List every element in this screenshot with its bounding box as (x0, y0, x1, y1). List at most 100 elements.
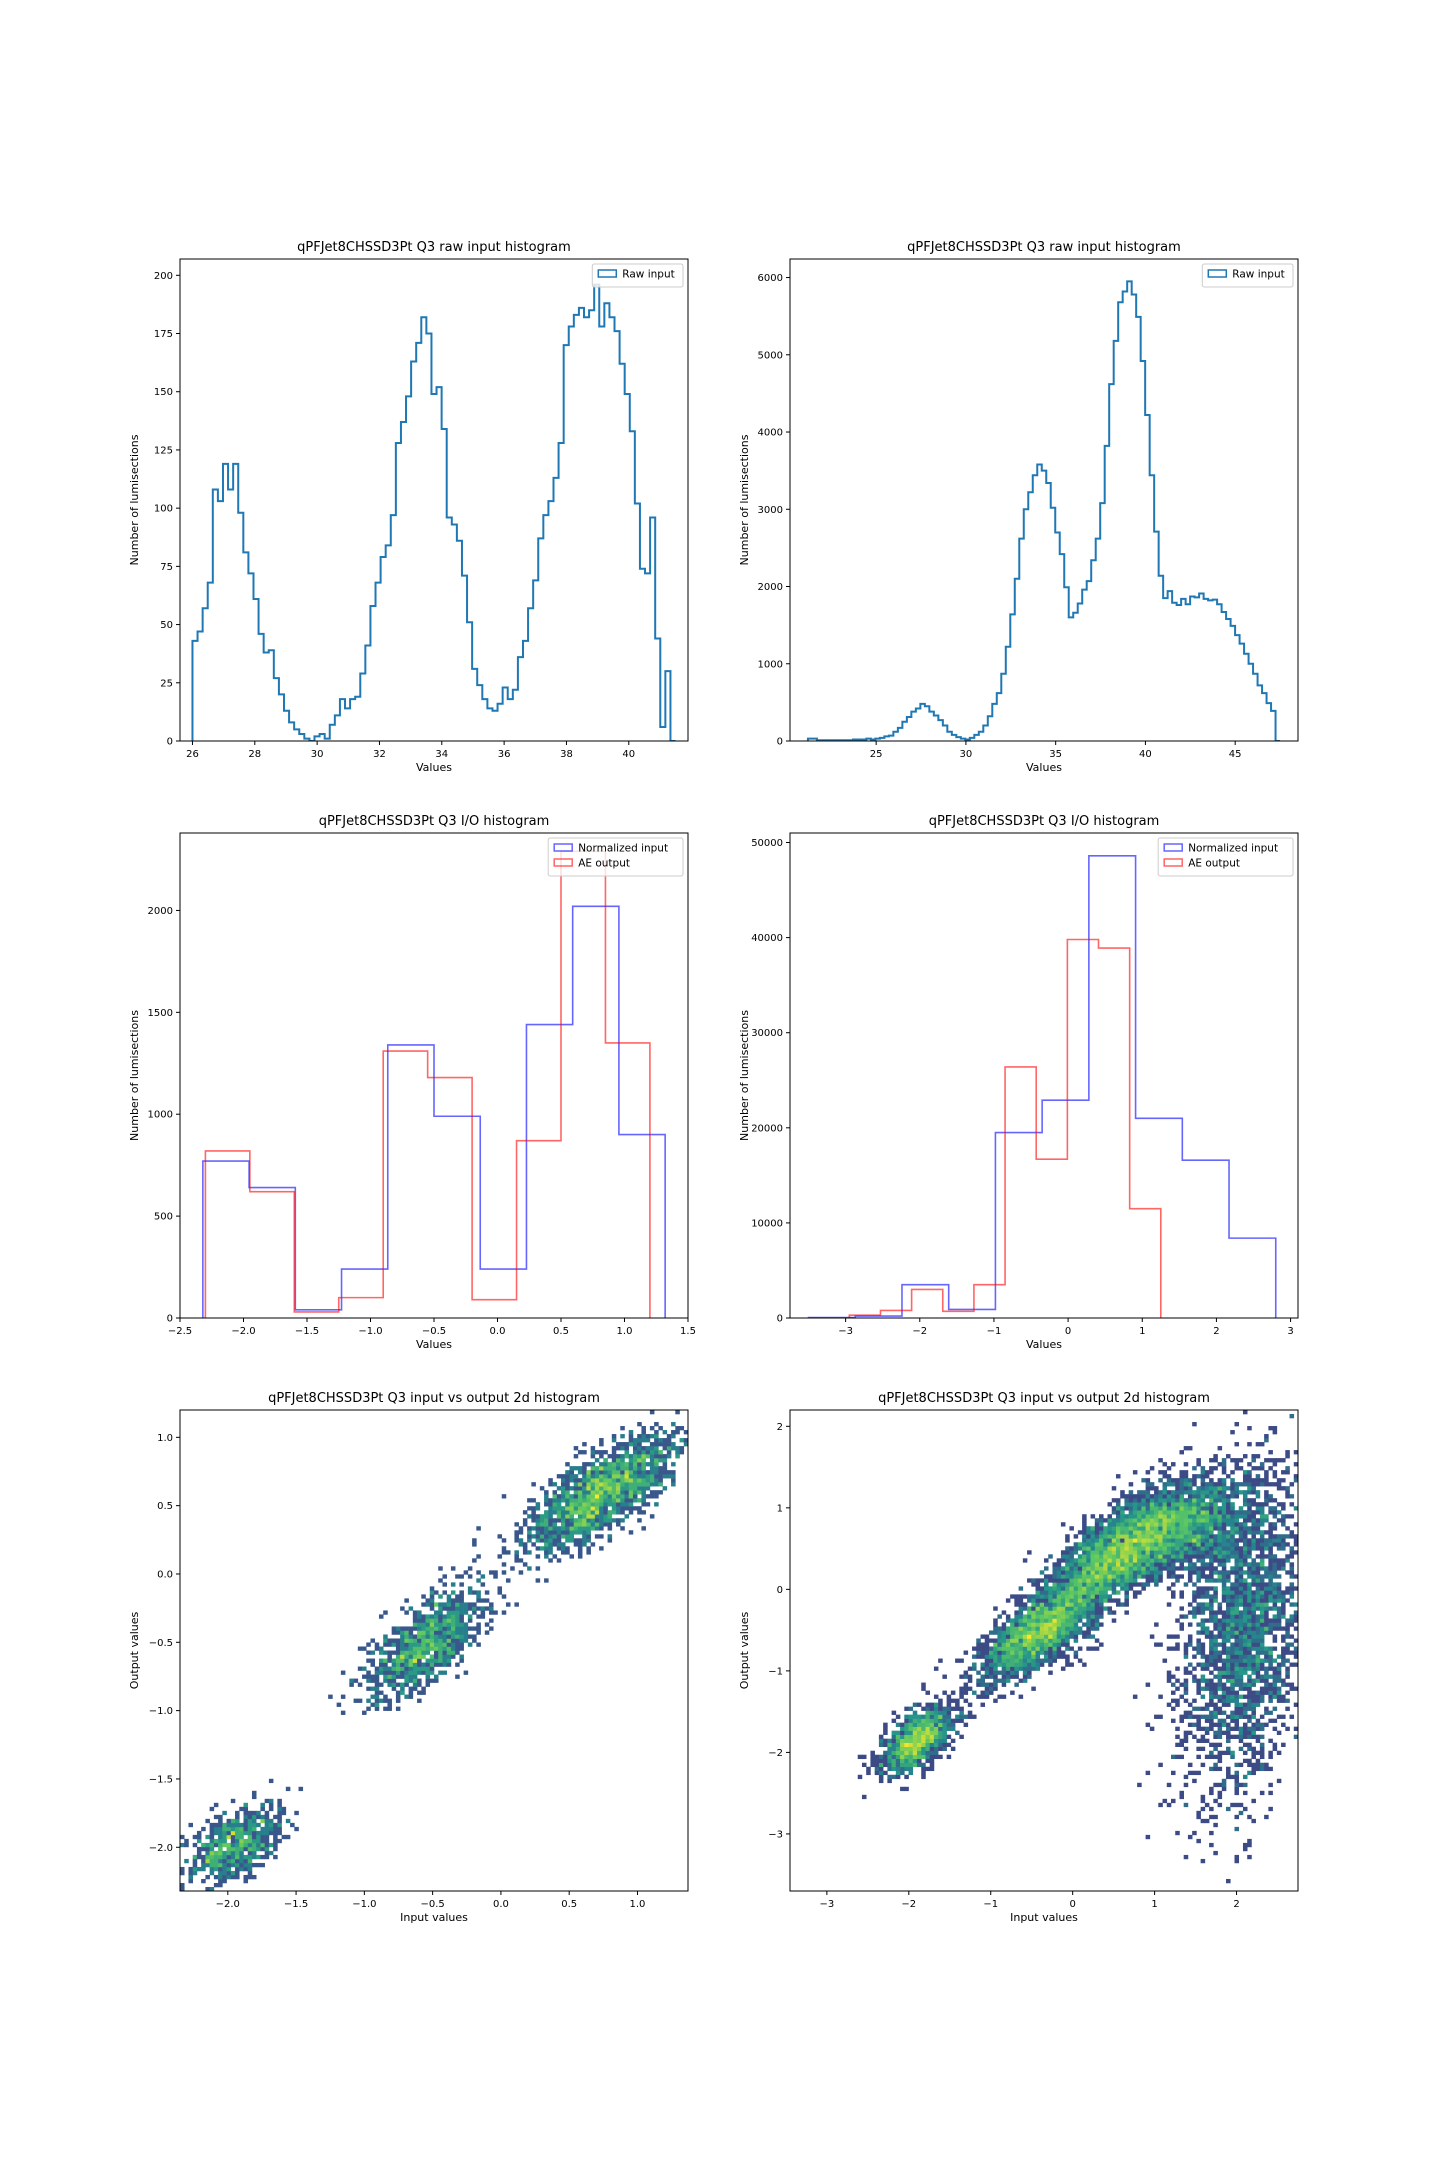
heatmap-cell (1179, 1542, 1184, 1547)
heatmap-cell (1018, 1598, 1024, 1603)
heatmap-cell (1115, 1518, 1121, 1523)
heatmap-cell (590, 1478, 596, 1483)
heatmap-cell (1048, 1598, 1053, 1603)
heatmap-cell (1238, 1746, 1244, 1752)
x-tick-label: 1 (1151, 1899, 1157, 1910)
heatmap-cell (1238, 1510, 1244, 1515)
heatmap-cell (1175, 1734, 1180, 1739)
heatmap-cell (1221, 1458, 1227, 1463)
heatmap-cell (1031, 1618, 1036, 1623)
heatmap-cell (878, 1738, 884, 1743)
heatmap-cell (1234, 1778, 1240, 1784)
heatmap-cell (632, 1478, 638, 1483)
heatmap-cell (1281, 1514, 1286, 1519)
heatmap-cell (1115, 1554, 1121, 1559)
heatmap-cell (476, 1614, 481, 1619)
heatmap-cell (1285, 1494, 1290, 1499)
heatmap-cell (1175, 1526, 1180, 1531)
heatmap-cell (1124, 1550, 1129, 1555)
heatmap-cell (1137, 1574, 1142, 1579)
heatmap-cell (1145, 1722, 1151, 1727)
heatmap-cell (404, 1674, 409, 1679)
heatmap-cell (959, 1674, 964, 1679)
heatmap-cell (594, 1450, 600, 1455)
heatmap-cell (645, 1470, 651, 1475)
heatmap-cell (417, 1646, 422, 1651)
heatmap-cell (1065, 1566, 1070, 1571)
heatmap-cell (1149, 1566, 1155, 1571)
heatmap-cell (594, 1514, 600, 1519)
heatmap-cell (1120, 1518, 1125, 1523)
heatmap-cell (1251, 1798, 1256, 1804)
heatmap-cell (1255, 1566, 1261, 1571)
heatmap-cell (510, 1566, 515, 1571)
heatmap-cell (1204, 1702, 1210, 1707)
heatmap-cell (1082, 1610, 1087, 1615)
heatmap-cell (417, 1634, 422, 1639)
heatmap-cell (1010, 1690, 1015, 1695)
heatmap-cell (1230, 1478, 1235, 1483)
heatmap-cell (942, 1690, 947, 1695)
heatmap-cell (1082, 1554, 1087, 1559)
heatmap-cell (1234, 1558, 1240, 1563)
heatmap-cell (1132, 1494, 1138, 1499)
heatmap-cell (942, 1706, 947, 1711)
heatmap-cell (408, 1670, 414, 1675)
heatmap-cell (1213, 1490, 1218, 1495)
heatmap-cell (1035, 1598, 1041, 1603)
heatmap-cell (904, 1706, 909, 1711)
heatmap-cell (1027, 1618, 1032, 1623)
heatmap-cell (340, 1670, 346, 1675)
heatmap-cell (590, 1526, 596, 1531)
heatmap-cell (400, 1654, 405, 1659)
heatmap-cell (527, 1526, 532, 1531)
heatmap-cell (611, 1446, 617, 1451)
heatmap-cell (993, 1654, 998, 1659)
heatmap-cell (1289, 1586, 1295, 1591)
heatmap-cell (1272, 1678, 1278, 1683)
heatmap-cell (641, 1502, 646, 1507)
heatmap-cell (1204, 1518, 1210, 1523)
heatmap-cell (1052, 1570, 1057, 1575)
heatmap-cell (1132, 1522, 1138, 1527)
heatmap-cell (1259, 1678, 1265, 1683)
heatmap-cell (1251, 1538, 1256, 1543)
heatmap-cell (955, 1702, 960, 1707)
heatmap-cell (590, 1502, 596, 1507)
heatmap-cell (1247, 1574, 1252, 1579)
heatmap-cell (1005, 1614, 1011, 1619)
heatmap-cell (1094, 1566, 1100, 1571)
heatmap-cell (1238, 1586, 1244, 1591)
heatmap-cell (1031, 1666, 1036, 1671)
heatmap-cell (1221, 1786, 1227, 1792)
heatmap-cell (616, 1478, 621, 1483)
heatmap-cell (1209, 1574, 1214, 1579)
heatmap-cell (874, 1754, 880, 1760)
series-normalized-input (202, 905, 666, 1318)
heatmap-cell (1247, 1842, 1252, 1848)
heatmap-cell (565, 1494, 570, 1499)
heatmap-cell (887, 1738, 892, 1743)
heatmap-cell (912, 1714, 918, 1719)
heatmap-cell (1171, 1550, 1176, 1555)
heatmap-cell (264, 1814, 270, 1820)
heatmap-cell (1179, 1498, 1184, 1503)
y-tick-label: 25 (160, 678, 173, 689)
heatmap-cell (548, 1558, 553, 1563)
heatmap-cell (1132, 1558, 1138, 1563)
heatmap-cell (425, 1658, 431, 1663)
heatmap-cell (264, 1846, 270, 1852)
heatmap-cell (370, 1638, 376, 1643)
heatmap-cell (1154, 1714, 1159, 1719)
heatmap-cell (489, 1626, 494, 1631)
heatmap-cell (1183, 1490, 1189, 1495)
heatmap-cell (1276, 1686, 1282, 1691)
heatmap-cell (1209, 1754, 1214, 1760)
heatmap-cell (1162, 1470, 1168, 1475)
heatmap-cell (1247, 1490, 1252, 1495)
heatmap-cell (497, 1554, 503, 1559)
y-tick-label: −3 (768, 1829, 783, 1840)
heatmap-cell (1255, 1638, 1261, 1643)
heatmap-cell (603, 1522, 608, 1527)
heatmap-cell (1213, 1850, 1218, 1856)
